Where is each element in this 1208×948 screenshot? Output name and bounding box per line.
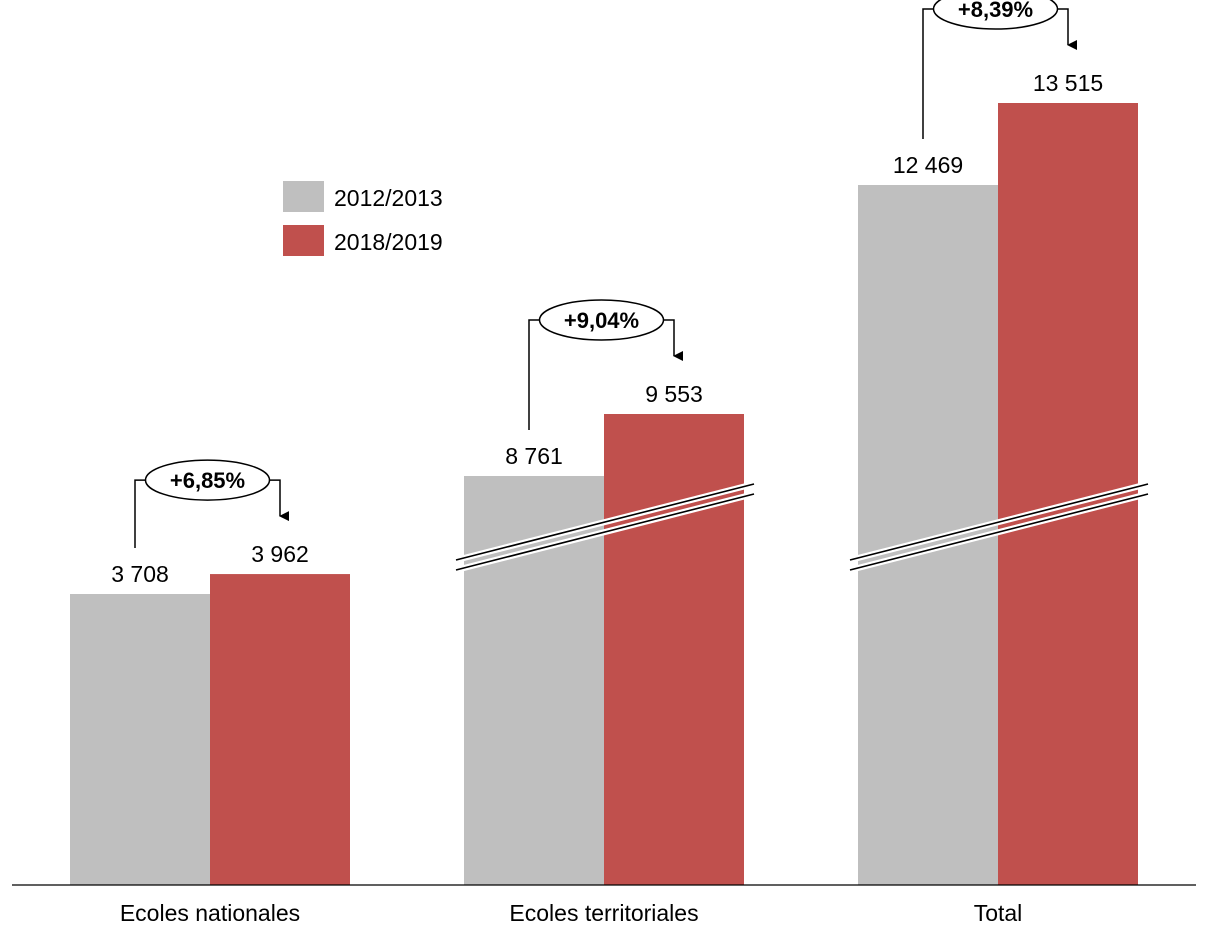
change-ellipse-total (932, 0, 1059, 30)
change-ellipse-ecoles-territoriales (538, 299, 665, 341)
bar-ecoles-nationales-2018-2019 (210, 574, 350, 885)
bar-ecoles-territoriales-2012-2013 (464, 476, 604, 885)
value-label-ecoles-territoriales-2018-2019: 9 553 (645, 381, 703, 407)
x-tick-label-total: Total (974, 900, 1023, 926)
value-label-total-2012-2013: 12 469 (893, 152, 963, 178)
value-label-ecoles-territoriales-2012-2013: 8 761 (505, 443, 563, 469)
x-tick-labels: Ecoles nationales Ecoles territoriales Tot… (120, 900, 1022, 926)
change-label-ecoles-nationales: +6,85% (170, 468, 245, 493)
value-label-total-2018-2019: 13 515 (1033, 70, 1103, 96)
axis-break-line-ecoles-territoriales-1 (455, 493, 755, 571)
legend-label-2012-2013: 2012/2013 (334, 185, 443, 211)
bar-ecoles-territoriales-2018-2019 (604, 414, 744, 885)
axis-break-line-total-0 (849, 483, 1149, 561)
change-label-total: +8,39% (958, 0, 1033, 22)
change-ellipse-ecoles-nationales (144, 459, 271, 501)
legend-swatch-2012-2013 (283, 181, 324, 212)
axis-break-line-total-1 (849, 493, 1149, 571)
legend-swatch-2018-2019 (283, 225, 324, 256)
x-tick-label-ecoles-nationales: Ecoles nationales (120, 900, 300, 926)
x-tick-label-ecoles-territoriales: Ecoles territoriales (509, 900, 698, 926)
change-label-ecoles-territoriales: +9,04% (564, 308, 639, 333)
value-label-ecoles-nationales-2012-2013: 3 708 (111, 561, 169, 587)
value-label-ecoles-nationales-2018-2019: 3 962 (251, 541, 309, 567)
legend: 2012/2013 2018/2019 (283, 181, 443, 256)
bar-ecoles-nationales-2012-2013 (70, 594, 210, 885)
axis-break-line-ecoles-territoriales-0 (455, 483, 755, 561)
legend-label-2018-2019: 2018/2019 (334, 229, 443, 255)
bar-total-2012-2013 (858, 185, 998, 885)
axis-breaks-layer (455, 481, 1149, 573)
annotations-layer: 3 708 3 962 +6,85% 8 761 9 553 +9,04% 12 469 13… (111, 0, 1103, 587)
